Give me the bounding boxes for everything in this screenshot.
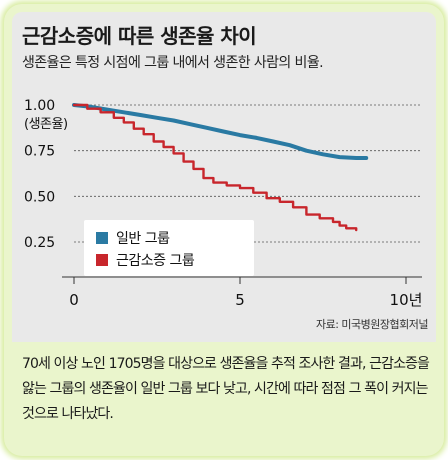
source-note: 자료: 미국병원장협회저널 xyxy=(315,318,429,331)
chart-subtitle: 생존율은 특정 시점에 그룹 내에서 생존한 사람의 비율. xyxy=(22,55,324,71)
chart-title: 근감소증에 따른 생존율 차이 xyxy=(22,24,257,48)
legend-swatch-normal xyxy=(96,232,108,244)
legend-label-normal: 일반 그룹 xyxy=(116,231,170,247)
chart-panel: 근감소증에 따른 생존율 차이 생존율은 특정 시점에 그룹 내에서 생존한 사… xyxy=(12,12,436,342)
legend-label-sarcopenia: 근감소증 그룹 xyxy=(116,253,195,269)
x-tick-label: 5 xyxy=(235,291,245,309)
x-tick-label: 10년 xyxy=(390,291,423,309)
x-tick-label: 0 xyxy=(69,291,79,309)
survival-chart: 1.00 0.75 0.50 0.25 (생존율) 0 5 10년 xyxy=(24,98,423,309)
y-tick-label: 0.25 xyxy=(24,235,55,251)
chart-legend: 일반 그룹 근감소증 그룹 xyxy=(84,220,254,276)
series-line-sarcopenia xyxy=(72,103,358,232)
series-line-normal xyxy=(72,103,369,160)
y-tick-label: 0.50 xyxy=(24,189,55,205)
legend-swatch-sarcopenia xyxy=(96,254,108,266)
y-tick-label: 1.00 xyxy=(24,98,55,114)
legend-item-sarcopenia: 근감소증 그룹 xyxy=(96,250,195,270)
y-tick-label: 0.75 xyxy=(24,144,55,160)
caption-text: 70세 이상 노인 1705명을 대상으로 생존율을 추적 조사한 결과, 근감… xyxy=(22,356,430,422)
legend-item-normal: 일반 그룹 xyxy=(96,228,170,248)
y-axis-label: (생존율) xyxy=(24,117,68,132)
